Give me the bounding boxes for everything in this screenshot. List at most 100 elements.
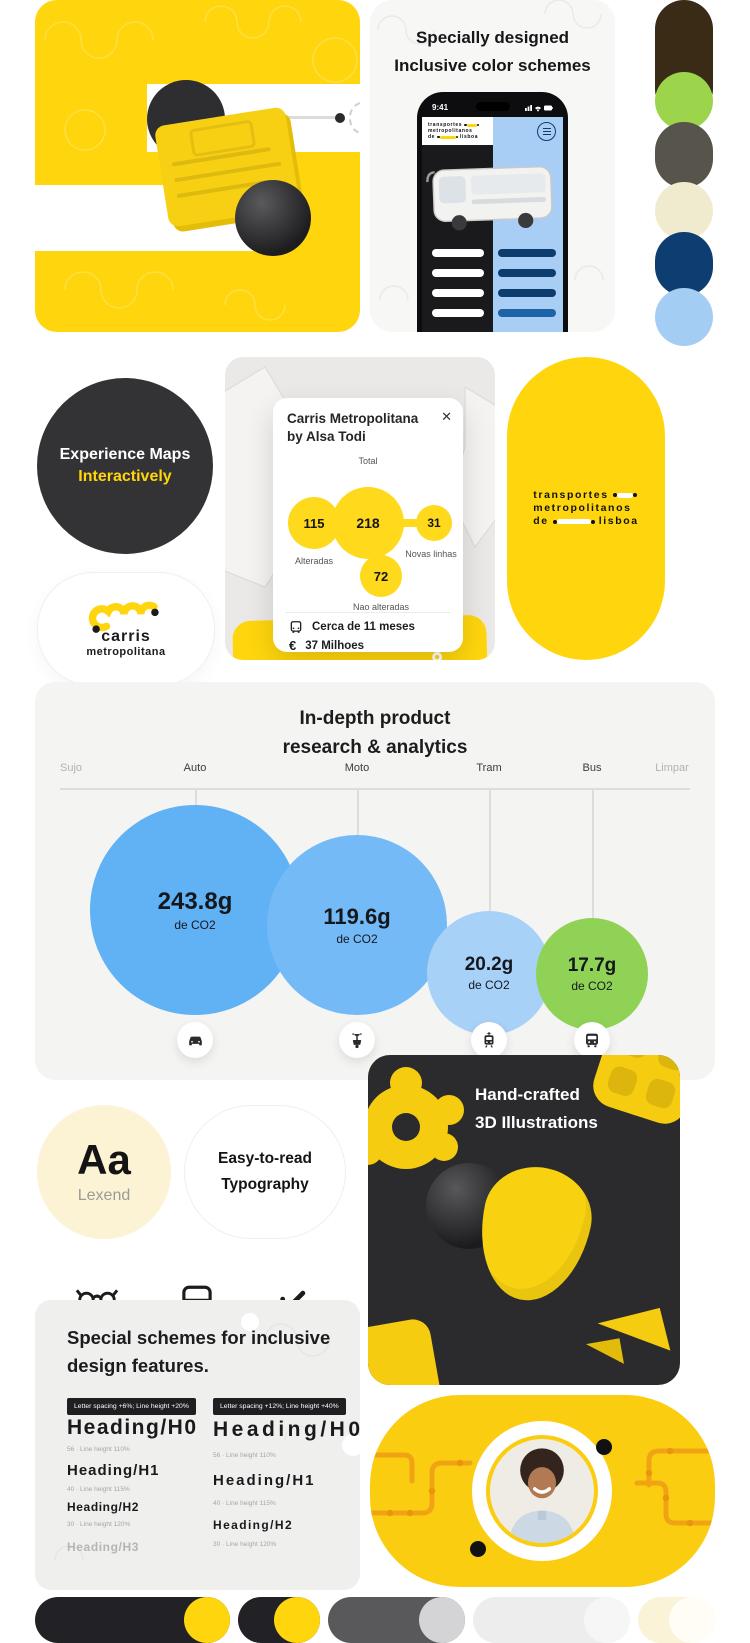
typography-line-2: Typography: [221, 1176, 309, 1193]
palette-swatch-gray: [655, 122, 713, 188]
logo-word: de: [428, 134, 436, 140]
heading-h2-sample: Heading/H2: [213, 1518, 294, 1532]
map-popup: Carris Metropolitana by Alsa Todi ✕ Tota…: [273, 398, 463, 653]
illustrations-title-line-1: Hand-crafted: [475, 1085, 580, 1104]
signal-wifi-battery-icons: [525, 104, 553, 111]
divider: [285, 612, 451, 613]
heading-h2-sample: Heading/H2: [67, 1500, 140, 1514]
skeleton-bar: [432, 309, 484, 317]
carris-word: metropolitana: [86, 646, 166, 658]
illustrations-title-line-2: 3D Illustrations: [475, 1113, 598, 1133]
schemes-card: Special schemes for inclusive design fea…: [35, 1300, 360, 1590]
location-ring-icon: [432, 652, 443, 660]
co2-bubble-tram: 20.2g de CO2: [427, 911, 551, 1035]
status-bar: 9:41: [422, 97, 563, 117]
logo-word: metropolitanos: [533, 501, 632, 514]
schemes-title-line-1: Special schemes for inclusive: [67, 1327, 331, 1348]
phone-screen: transportes metropolitanos de lisboa: [422, 97, 563, 332]
footer-dot-lightgray: [419, 1597, 465, 1643]
palette-swatch-green: [655, 72, 713, 130]
footer-chip-gray: [328, 1597, 465, 1643]
axis-label-auto: Auto: [183, 762, 207, 774]
co2-bubble-bus: 17.7g de CO2: [536, 918, 648, 1030]
bubble-nao-alteradas: 72: [360, 555, 402, 597]
map-card: Palmela Carris Metropolitana by Alsa Tod…: [225, 357, 495, 660]
footer-chip-lightgray: [473, 1597, 630, 1643]
bus-icon: [574, 1022, 610, 1058]
footer-chip-dark-long: [35, 1597, 230, 1643]
gear-3d-shape: [368, 1067, 466, 1187]
squiggle-pattern: [44, 5, 358, 321]
heading-h1-caption: 40 · Line height 115%: [213, 1500, 276, 1507]
co2-bubble-moto: 119.6g de CO2: [267, 835, 447, 1015]
menu-icon[interactable]: [537, 122, 556, 141]
heading-h0-caption: 56 · Line height 110%: [213, 1452, 276, 1459]
co2-unit: de CO2: [571, 979, 613, 993]
axis-label-tram: Tram: [476, 762, 502, 774]
cylinder-3d-shape: [368, 1316, 444, 1385]
experience-line-1: Experience Maps: [59, 446, 191, 463]
bubble-novas-linhas: 31: [416, 505, 452, 541]
app-header-right: [492, 117, 563, 145]
slider-dot: [335, 112, 345, 123]
heading-h1-sample: Heading/H1: [213, 1472, 316, 1489]
analytics-title-line-1: In-depth product: [299, 708, 451, 729]
logo-word: transportes: [428, 122, 463, 128]
squiggle-pattern: [54, 1313, 360, 1561]
close-icon[interactable]: ✕: [441, 409, 452, 424]
logo-word: metropolitanos: [428, 128, 473, 134]
scheme-chip-left: Letter spacing +6%; Line height +20%: [67, 1398, 196, 1415]
hero-card: 01: [35, 0, 360, 332]
illustrations-card: Hand-crafted 3D Illustrations: [368, 1055, 680, 1385]
logo-word: lisboa: [460, 134, 479, 140]
co2-bubble-auto: 243.8g de CO2: [90, 805, 300, 1015]
heading-h3-sample: Heading/H3: [67, 1540, 140, 1554]
typography-pill: Easy-to-read Typography: [184, 1105, 346, 1239]
ring-dot: [470, 1541, 486, 1557]
heading-h1-caption: 40 · Line height 115%: [67, 1486, 130, 1493]
scheme-chip-right: Letter spacing +12%; Line height +40%: [213, 1398, 346, 1415]
tml-logo-small: transportes metropolitanos de lisboa: [428, 122, 480, 140]
skeleton-bar: [432, 249, 484, 257]
co2-value: 243.8g: [157, 888, 233, 915]
notch: [475, 102, 510, 111]
skeleton-bar: [498, 249, 556, 257]
tml-logo-oval: transportes metropolitanos de lisboa: [507, 357, 665, 660]
typography-line-1: Easy-to-read: [218, 1149, 312, 1167]
carris-squiggle-icon: [88, 601, 159, 633]
axis-label-bus: Bus: [582, 762, 602, 774]
footer-dot-white: [584, 1597, 630, 1643]
co2-value: 119.6g: [323, 904, 391, 929]
euro-icon: €: [289, 638, 297, 653]
co2-unit: de CO2: [336, 932, 378, 946]
bubble-label-total: Total: [358, 456, 378, 466]
bus-icon: [290, 621, 302, 633]
heading-h0-sample: Heading/H0: [67, 1416, 198, 1439]
bubble-label-alteradas: Alteradas: [294, 556, 334, 566]
experience-maps-circle: Experience Maps Interactively: [37, 378, 213, 554]
skeleton-bar: [498, 309, 556, 317]
person-card: [370, 1395, 715, 1587]
co2-unit: de CO2: [468, 978, 510, 992]
tick-line: [195, 788, 197, 806]
axis-label-sujo: Sujo: [59, 762, 83, 774]
tick-line: [489, 788, 491, 911]
analytics-title: In-depth product research & analytics: [35, 704, 715, 763]
skeleton-bar: [432, 289, 484, 297]
heading-h1-sample: Heading/H1: [67, 1462, 160, 1479]
duration-text: Cerca de 11 meses: [312, 621, 415, 633]
palette-swatch-navy: [655, 232, 713, 296]
tick-line: [357, 788, 359, 836]
heading-h0-sample: Heading/H0: [213, 1418, 360, 1441]
schemes-title: Special schemes for inclusive design fea…: [67, 1324, 337, 1380]
scooter-icon: [339, 1022, 375, 1058]
inclusive-color-card: Specially designed Inclusive color schem…: [370, 0, 615, 332]
skeleton-bar: [498, 289, 556, 297]
bubble-label-novas: Novas linhas: [405, 549, 457, 559]
cost-text: 37 Milhoes: [305, 639, 365, 652]
bus-photo: [426, 166, 553, 231]
bubble-label-nao: Nao alteradas: [352, 602, 410, 612]
footer-chip-cream: [638, 1597, 715, 1643]
logo-word: lisboa: [598, 515, 639, 528]
